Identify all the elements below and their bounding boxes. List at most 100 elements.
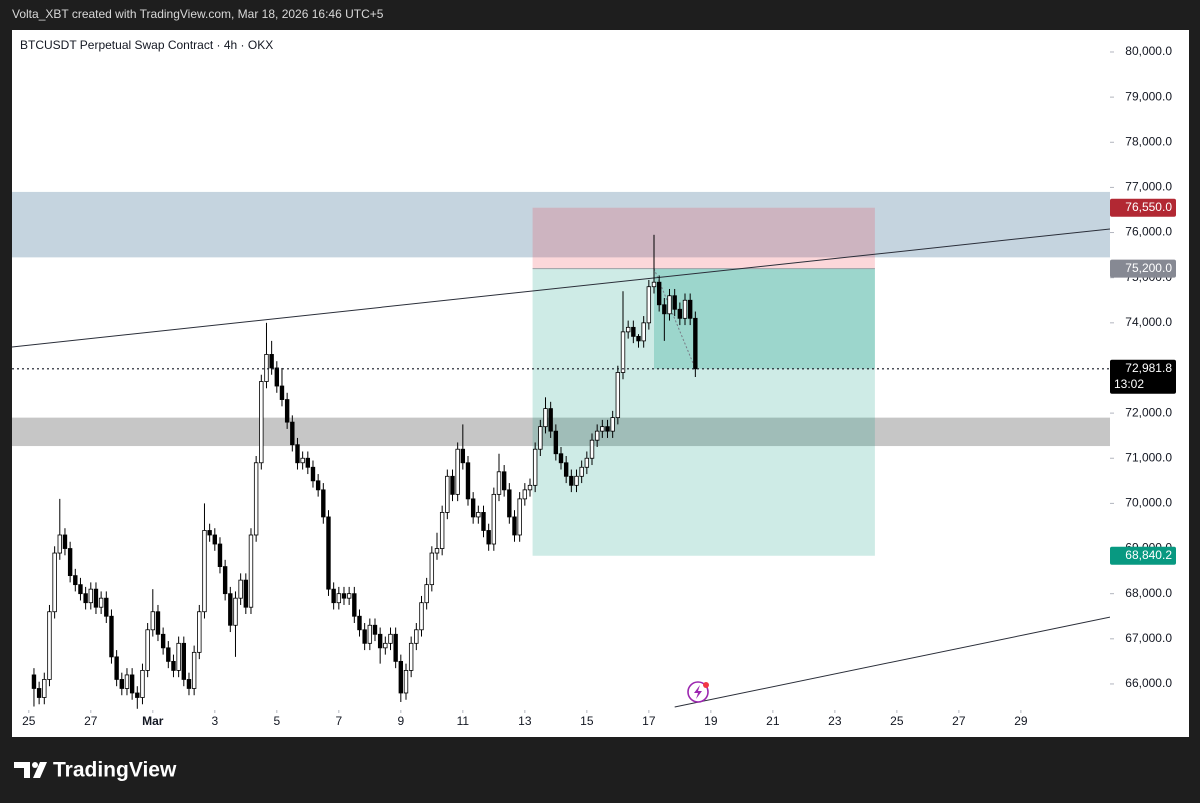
- candle-body: [274, 367, 280, 387]
- chart-title: BTCUSDT Perpetual Swap Contract · 4h · O…: [20, 38, 273, 52]
- candle-body: [129, 674, 135, 694]
- candle-body: [491, 493, 497, 545]
- candle-body: [414, 629, 419, 644]
- candle-body: [233, 597, 238, 626]
- candle-body: [191, 651, 197, 689]
- candle-body: [532, 448, 538, 486]
- candle-body: [310, 466, 316, 482]
- candle-body: [326, 516, 331, 590]
- x-tick-label: 5: [273, 714, 280, 728]
- candle-body: [538, 426, 543, 450]
- y-tick-label: 71,000.0: [1125, 450, 1172, 464]
- x-tick-label: 27: [952, 714, 966, 728]
- candle-body: [47, 611, 52, 680]
- candle-body: [88, 588, 93, 604]
- candle-body: [352, 593, 357, 617]
- candle-body: [222, 566, 228, 595]
- candle-body: [615, 372, 621, 419]
- candle-body: [331, 588, 336, 604]
- candle-body: [434, 548, 440, 554]
- footer-logo: TradingView: [53, 759, 177, 782]
- candle-body: [248, 534, 254, 608]
- candle-body: [470, 498, 476, 518]
- stop-price-label: 76,550.0: [1125, 200, 1172, 214]
- candle-body: [238, 579, 243, 599]
- x-tick-label: 21: [766, 714, 780, 728]
- candle-body: [124, 674, 130, 689]
- candle-body: [507, 489, 512, 518]
- candle-body: [527, 484, 533, 491]
- target-zone: [532, 268, 875, 556]
- last-price-bg: [1110, 359, 1176, 394]
- candle-body: [295, 444, 300, 464]
- candle-body: [574, 475, 579, 486]
- candle-body: [341, 593, 347, 599]
- candle-body: [445, 475, 450, 513]
- candle-body: [388, 633, 393, 644]
- candle-body: [62, 534, 68, 549]
- y-tick-label: 80,000.0: [1125, 44, 1172, 58]
- candle-body: [496, 471, 502, 495]
- candle-body: [181, 642, 187, 680]
- entry-price-label-bg: [1110, 259, 1176, 278]
- candle-body: [119, 679, 124, 689]
- candle-body: [687, 299, 693, 319]
- candle-body: [202, 530, 207, 613]
- candle-body: [176, 642, 181, 671]
- candle-body: [625, 326, 631, 333]
- candle-body: [460, 448, 466, 464]
- candle-body: [212, 534, 218, 545]
- candle-body: [584, 457, 590, 468]
- candle-body: [217, 543, 223, 567]
- candle-body: [419, 602, 424, 631]
- x-tick-label: 23: [828, 714, 842, 728]
- candle-body: [501, 471, 507, 491]
- candle-body: [171, 660, 176, 671]
- candle-body: [114, 656, 119, 680]
- candle-body: [259, 381, 264, 464]
- y-tick-label: 66,000.0: [1125, 676, 1172, 690]
- entry-price-label: 75,200.0: [1125, 261, 1172, 275]
- trendline: [12, 228, 1110, 348]
- candle-body: [109, 615, 114, 658]
- target-price-label-bg: [1110, 546, 1176, 565]
- candle-body: [36, 688, 42, 698]
- candle-body: [543, 408, 548, 428]
- y-tick-label: 79,000.0: [1125, 89, 1172, 103]
- candle-body: [620, 331, 626, 373]
- candle-body: [682, 299, 688, 319]
- stop-price-label-bg: [1110, 198, 1176, 217]
- candle-body: [512, 516, 517, 536]
- candle-body: [160, 633, 166, 649]
- candle-body: [579, 466, 584, 477]
- candle-body: [672, 295, 677, 310]
- candle-body: [290, 421, 295, 446]
- x-tick-label: 3: [211, 714, 218, 728]
- candle-body: [424, 584, 429, 604]
- candle-body: [439, 512, 445, 549]
- candle-body: [67, 548, 73, 577]
- candle-body: [651, 281, 657, 288]
- candle-body: [631, 326, 636, 337]
- candle-body: [553, 430, 559, 455]
- candle-body: [558, 453, 564, 464]
- candle-body: [367, 624, 373, 644]
- zone: [12, 417, 1110, 447]
- candle-body: [73, 575, 78, 586]
- footer-logo-icon: [14, 762, 47, 778]
- candle-body: [548, 408, 553, 432]
- candle-body: [569, 475, 574, 486]
- y-tick-label: 67,000.0: [1125, 631, 1172, 645]
- alert-icon: [687, 681, 709, 703]
- candle-body: [662, 304, 667, 315]
- candle-body: [481, 512, 486, 531]
- candle-body: [636, 335, 641, 342]
- candle-body: [408, 642, 414, 671]
- candle-body: [693, 317, 698, 370]
- candle-body: [305, 457, 311, 468]
- x-tick-label: 9: [397, 714, 404, 728]
- last-price-label: 72,981.8: [1125, 361, 1172, 375]
- candle-body: [377, 633, 383, 649]
- candle-body: [31, 674, 37, 689]
- candle-body: [42, 679, 47, 698]
